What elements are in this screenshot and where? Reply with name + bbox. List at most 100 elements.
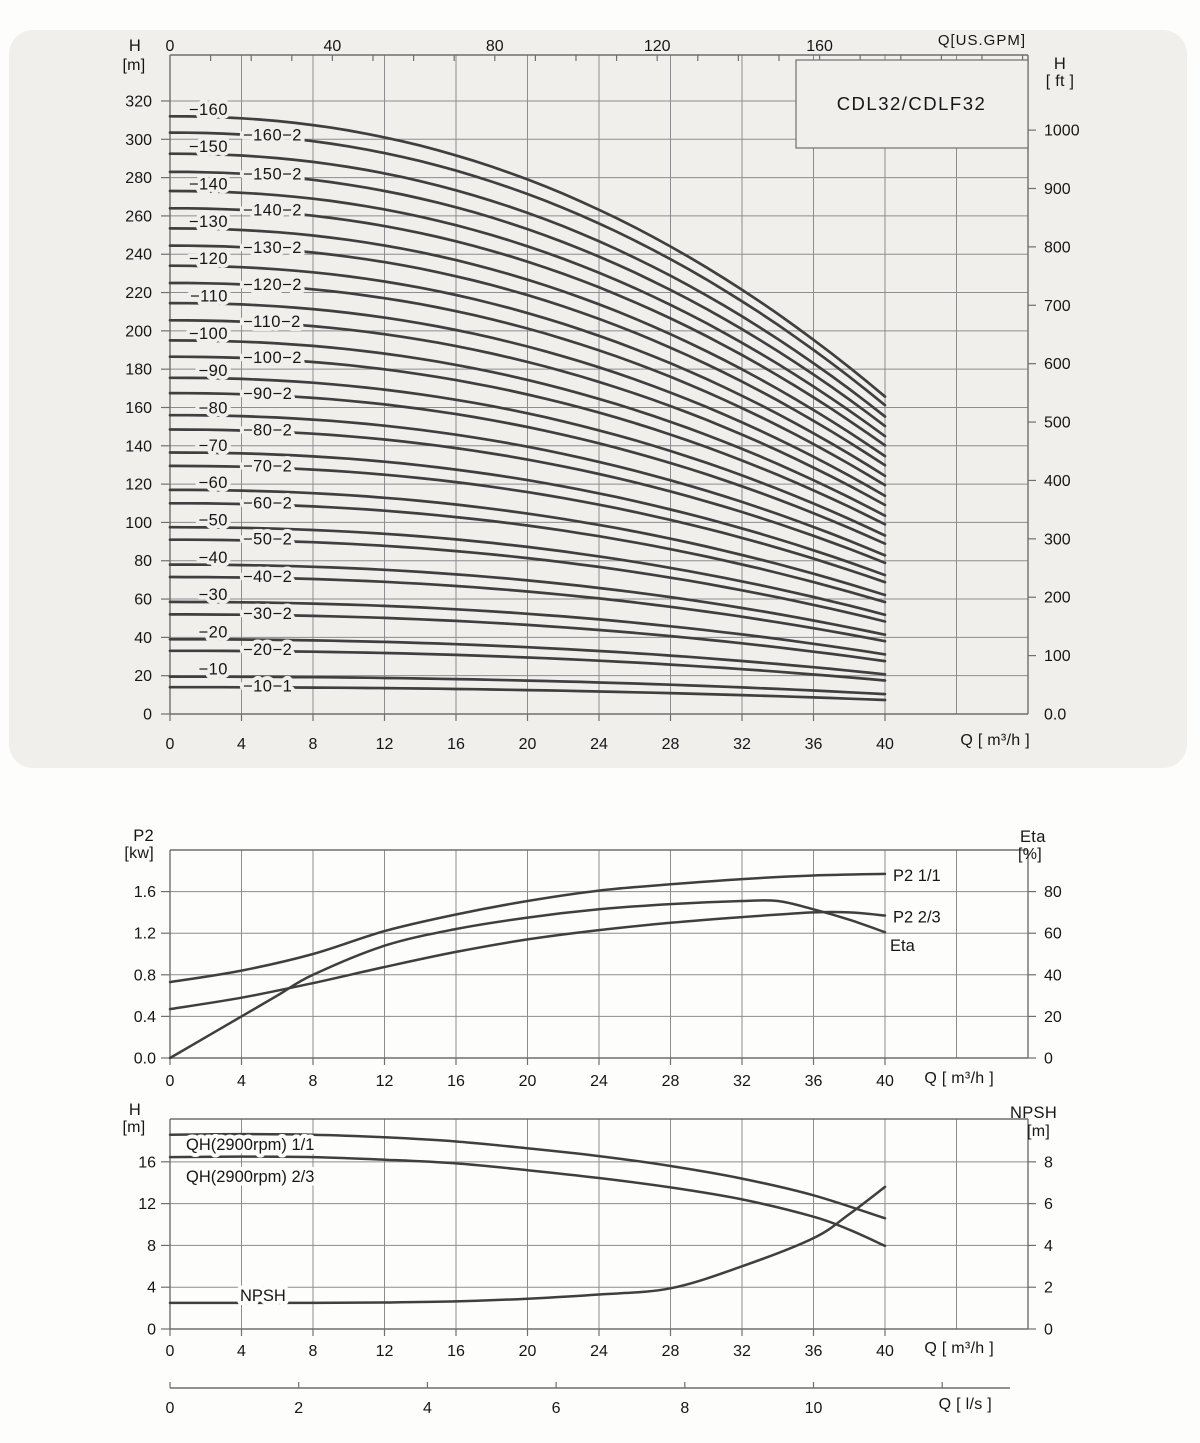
- curve-label-P2-1/1: P2 1/1: [893, 867, 941, 885]
- curve-label-−110: −110: [190, 287, 228, 305]
- curve-−100: [168, 339, 887, 518]
- y-h-tick: 16: [138, 1154, 156, 1171]
- curve-labels: P2 1/1 P2 2/3 Eta: [886, 863, 945, 959]
- y-npsh-tick: 2: [1044, 1280, 1053, 1297]
- y-eta-tick: 80: [1044, 884, 1062, 901]
- x-ls-tick: 0: [166, 1400, 175, 1417]
- tick-labels: 0204060801001201401601802002202402602803…: [125, 38, 1079, 753]
- y-m-tick: 160: [125, 400, 152, 417]
- x-m3h-tick: 4: [237, 736, 246, 753]
- x-m3h-tick: 24: [590, 1073, 608, 1090]
- curve-−40: [168, 563, 887, 637]
- x-m3h-tick: 24: [590, 736, 608, 753]
- y-m-tick: 180: [125, 362, 152, 379]
- curve-Eta: [168, 899, 887, 1060]
- x-ls-tick: 6: [552, 1400, 561, 1417]
- x-m3h-tick: 40: [876, 736, 894, 753]
- curve-QH(2900rpm)-1/1: [168, 1132, 887, 1220]
- curve-QH(2900rpm)-2/3: [168, 1155, 887, 1248]
- x-m3h-tick: 40: [876, 1073, 894, 1090]
- x-ls-tick: 2: [294, 1400, 303, 1417]
- curve-−20−2: [168, 649, 887, 682]
- y-eta-tick: 40: [1044, 967, 1062, 984]
- curve-−140: [168, 189, 887, 438]
- y-m-tick: 260: [125, 208, 152, 225]
- curve-−130−2: [168, 244, 887, 467]
- y-npsh-tick: 6: [1044, 1196, 1053, 1213]
- x-gpm-tick: 40: [323, 38, 341, 55]
- x-gpm-tick: 160: [806, 38, 833, 55]
- ls-axis: 0 2 4 6 8 10: [166, 1382, 1010, 1417]
- y-m-tick: 20: [134, 668, 152, 685]
- axis-ticks: [161, 890, 1036, 1065]
- curve-−110: [168, 301, 887, 498]
- curve-label-−10: −10: [199, 661, 229, 679]
- axis-unit-npsh-m: [m]: [1027, 1123, 1051, 1140]
- curve-−90: [168, 376, 887, 537]
- curve-−60−2: [168, 501, 887, 604]
- curve-labels: −160 −160−2 −150 −150−2 −140 −140−2 −130 −130−2…: [185, 97, 306, 699]
- axis-title-h-m-bottom: H: [128, 1101, 142, 1119]
- y-kw-tick: 0.8: [134, 967, 156, 984]
- y-m-tick: 240: [125, 247, 152, 264]
- x-ls-tick: 4: [423, 1400, 432, 1417]
- y-ft-tick: 300: [1044, 531, 1071, 548]
- y-ft-tick: 500: [1044, 415, 1071, 432]
- x-m3h-tick: 8: [309, 1073, 318, 1090]
- curve-label-−50−2: −50−2: [243, 531, 292, 549]
- curve-label-−80: −80: [199, 400, 229, 418]
- curve-label-−60: −60: [199, 474, 229, 492]
- curve-label-−70−2: −70−2: [243, 457, 292, 475]
- x-m3h-tick: 4: [237, 1343, 246, 1360]
- y-h-tick: 12: [138, 1196, 156, 1213]
- curve-label-−50: −50: [199, 511, 229, 529]
- axis-unit-m-top: [m]: [122, 57, 146, 74]
- curve-−30−2: [168, 613, 887, 663]
- axis-unit-percent: [%]: [1018, 846, 1043, 863]
- curve-label-−160−2: −160−2: [243, 127, 302, 145]
- x-gpm-tick: 120: [644, 38, 671, 55]
- y-npsh-tick: 8: [1044, 1154, 1053, 1171]
- x-m3h-tick: 8: [309, 1343, 318, 1360]
- curve-label-−140−2: −140−2: [243, 202, 302, 220]
- y-eta-tick: 20: [1044, 1009, 1062, 1026]
- x-m3h-tick: 20: [519, 1343, 537, 1360]
- model-label-box: [795, 59, 1029, 149]
- curve-label-Eta: Eta: [890, 937, 916, 955]
- curve-label-−150: −150: [189, 138, 228, 156]
- curve-−70−2: [168, 464, 887, 584]
- curve-label-−40−2: −40−2: [243, 568, 292, 586]
- curve-label-−20: −20: [199, 623, 229, 641]
- curve-label-QH(2900rpm)-2/3: QH(2900rpm) 2/3: [186, 1168, 314, 1186]
- x-m3h-tick: 32: [733, 736, 751, 753]
- x-m3h-tick: 32: [733, 1343, 751, 1360]
- axis-title-h-m-top: H: [128, 37, 142, 55]
- y-m-tick: 140: [125, 438, 152, 455]
- x-m3h-tick: 12: [376, 1343, 394, 1360]
- axis-title-q-m3h-bot: Q [ m³/h ]: [924, 1340, 994, 1357]
- curve-−160−2: [168, 131, 887, 407]
- curve-−30: [168, 600, 887, 656]
- curve-−50: [168, 525, 887, 617]
- y-m-tick: 60: [134, 592, 152, 609]
- axis-title-eta: Eta: [1020, 828, 1046, 846]
- y-ft-tick: 700: [1044, 298, 1071, 315]
- x-m3h-tick: 28: [662, 736, 680, 753]
- curve-−160: [168, 114, 887, 398]
- tick-labels: 0.0 0.4 0.8 1.2 1.6 0 20 40 60 80 0 4 8 12 16 20 24 28 32 3…: [134, 884, 1062, 1090]
- y-h-tick: 8: [147, 1238, 156, 1255]
- axis-title-p2: P2: [133, 827, 154, 845]
- x-m3h-tick: 16: [447, 1343, 465, 1360]
- x-m3h-tick: 16: [447, 1073, 465, 1090]
- curve-NPSH: [168, 1185, 887, 1305]
- pump-model-title: CDL32/CDLF32: [836, 93, 987, 114]
- y-ft-tick: 0.0: [1044, 707, 1066, 724]
- x-m3h-tick: 20: [519, 736, 537, 753]
- axis-title-q-m3h-mid: Q [ m³/h ]: [924, 1070, 994, 1087]
- curve-−150: [168, 152, 887, 418]
- x-m3h-tick: 36: [805, 736, 823, 753]
- x-m3h-tick: 36: [805, 1073, 823, 1090]
- curve-label-−100: −100: [189, 325, 228, 343]
